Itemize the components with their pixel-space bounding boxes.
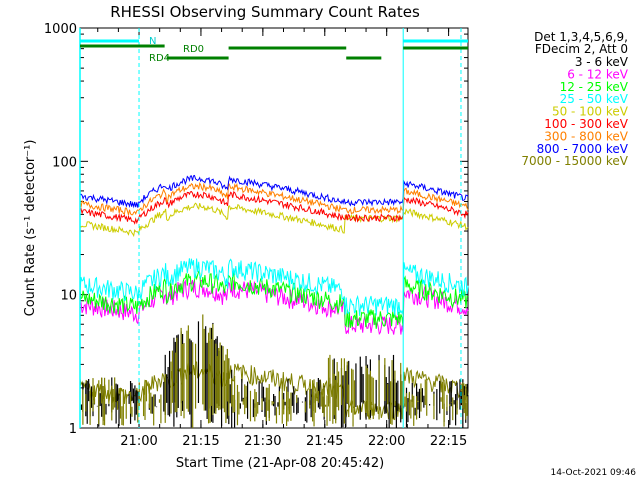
att-label-rd4: RD4 (149, 53, 170, 64)
chart-title: RHESSI Observing Summary Count Rates (110, 3, 420, 21)
legend-entry: 50 - 100 keV (552, 105, 629, 119)
legend-entry: 25 - 50 keV (560, 92, 629, 106)
timestamp: 14-Oct-2021 09:46 (551, 468, 637, 478)
x-tick-label: 21:00 (120, 434, 157, 449)
legend-entry: 7000 - 15000 keV (521, 154, 628, 168)
legend-header-line2: FDecim 2, Att 0 (535, 42, 628, 56)
x-axis-label: Start Time (21-Apr-08 20:45:42) (176, 456, 384, 471)
y-axis-label: Count Rate (s⁻¹ detector⁻¹) (23, 140, 38, 317)
attenuator-overlays (79, 28, 468, 428)
x-tick-label: 22:00 (368, 434, 405, 449)
legend-entry: 6 - 12 keV (567, 67, 629, 81)
y-tick-label: 100 (52, 155, 77, 170)
y-tick-label: 1000 (44, 22, 77, 37)
legend-header-line1: Det 1,3,4,5,6,9, (534, 30, 628, 44)
x-tick-label: 21:30 (244, 434, 281, 449)
x-tick-label: 22:15 (430, 434, 467, 449)
legend-entry: 100 - 300 keV (544, 117, 628, 131)
legend-entry: 800 - 7000 keV (537, 142, 629, 156)
x-tick-label: 21:45 (306, 434, 343, 449)
y-tick-label: 10 (60, 289, 77, 304)
legend-entry: 12 - 25 keV (560, 80, 629, 94)
x-tick-label: 21:15 (182, 434, 219, 449)
att-label-rd0: RD0 (183, 44, 204, 55)
axis-ticks: 21:00 21:15 21:30 21:45 22:00 22:15 1 10 100 1000 (44, 22, 468, 449)
legend-entry: 300 - 800 keV (544, 129, 628, 143)
legend-entry: 3 - 6 keV (575, 55, 629, 69)
y-tick-label: 1 (69, 422, 77, 437)
att-label-n: N (149, 36, 156, 47)
